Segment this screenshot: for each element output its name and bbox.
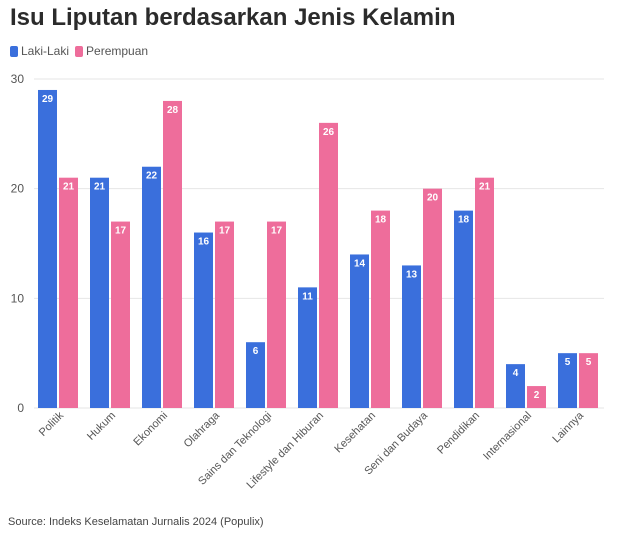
- data-label: 5: [565, 357, 571, 368]
- legend: Laki-Laki Perempuan: [10, 44, 148, 58]
- data-label: 5: [586, 357, 592, 368]
- data-label: 13: [406, 269, 418, 280]
- bar-perempuan: [59, 177, 78, 408]
- data-label: 17: [271, 226, 283, 237]
- x-tick-label: Olahraga: [182, 409, 223, 450]
- data-label: 4: [513, 368, 519, 379]
- data-label: 18: [375, 215, 387, 226]
- y-tick-label: 0: [17, 401, 24, 415]
- y-tick-label: 30: [11, 72, 25, 86]
- data-label: 16: [198, 237, 210, 248]
- data-label: 29: [42, 94, 54, 105]
- bar-perempuan: [163, 100, 182, 408]
- x-tick-label: Ekonomi: [131, 410, 170, 449]
- x-tick-label: Internasional: [481, 410, 534, 463]
- bar-laki-laki: [90, 177, 109, 408]
- chart-title: Isu Liputan berdasarkan Jenis Kelamin: [10, 4, 456, 31]
- data-label: 21: [63, 182, 75, 193]
- bar-laki-laki: [246, 342, 265, 408]
- data-label: 11: [302, 291, 313, 302]
- data-label: 28: [167, 105, 179, 116]
- data-label: 14: [354, 258, 366, 269]
- bar-laki-laki: [194, 232, 213, 408]
- x-tick-label: Politik: [37, 409, 67, 439]
- x-tick-label: Hukum: [85, 410, 118, 443]
- bar-laki-laki: [350, 254, 369, 408]
- legend-swatch: [10, 45, 18, 57]
- data-label: 21: [479, 182, 491, 193]
- legend-item-perempuan: Perempuan: [75, 44, 148, 58]
- bar-laki-laki: [402, 265, 421, 408]
- data-label: 2: [534, 390, 540, 401]
- data-label: 17: [219, 226, 231, 237]
- x-tick-label: Kesehatan: [332, 410, 378, 456]
- data-label: 17: [115, 226, 127, 237]
- data-label: 21: [94, 182, 106, 193]
- source-note: Source: Indeks Keselamatan Jurnalis 2024…: [8, 516, 264, 528]
- bar-laki-laki: [38, 89, 57, 408]
- x-tick-label: Lainnya: [550, 409, 586, 445]
- legend-item-laki-laki: Laki-Laki: [10, 44, 69, 58]
- data-label: 26: [323, 127, 335, 138]
- bar-laki-laki: [558, 353, 577, 408]
- data-label: 18: [458, 215, 470, 226]
- bar-laki-laki: [142, 166, 161, 408]
- y-tick-label: 20: [11, 182, 25, 196]
- bar-perempuan: [527, 386, 546, 408]
- bar-perempuan: [475, 177, 494, 408]
- bar-perempuan: [579, 353, 598, 408]
- bar-perempuan: [319, 122, 338, 408]
- x-tick-label: Pendidikan: [435, 410, 482, 457]
- bar-perempuan: [423, 188, 442, 408]
- bar-laki-laki: [506, 364, 525, 408]
- bar-perempuan: [215, 221, 234, 408]
- y-tick-label: 10: [11, 291, 25, 305]
- legend-label: Laki-Laki: [21, 44, 70, 58]
- data-label: 20: [427, 193, 439, 204]
- data-label: 6: [253, 346, 259, 357]
- bar-perempuan: [371, 210, 390, 408]
- bar-perempuan: [267, 221, 286, 408]
- legend-label: Perempuan: [86, 44, 149, 58]
- legend-swatch: [75, 45, 84, 57]
- bar-laki-laki: [454, 210, 473, 408]
- data-label: 22: [146, 171, 158, 182]
- bar-laki-laki: [298, 287, 317, 408]
- bar-perempuan: [111, 221, 130, 408]
